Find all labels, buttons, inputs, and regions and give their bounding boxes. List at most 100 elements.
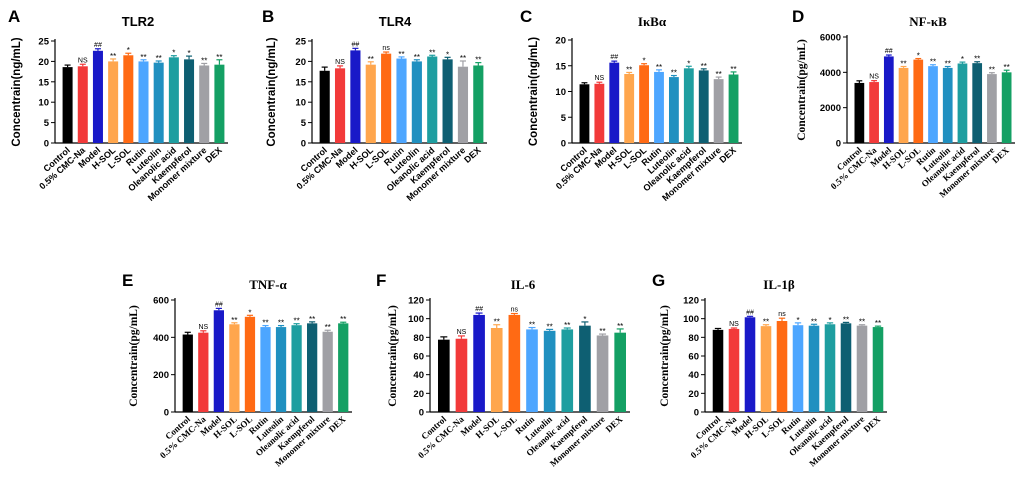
significance-label: ns — [382, 45, 390, 52]
y-tick-label: 15 — [555, 61, 566, 72]
bar — [1001, 72, 1012, 143]
y-tick-label: 100 — [408, 314, 424, 325]
chart-title: IL-1β — [763, 277, 795, 292]
bar — [365, 64, 376, 143]
bar — [808, 325, 820, 412]
significance-label: ns — [778, 311, 786, 318]
panel-letter: A — [8, 7, 20, 26]
significance-label: ** — [1004, 63, 1010, 72]
significance-label: ** — [671, 69, 677, 78]
significance-label: ** — [974, 55, 980, 64]
significance-label: ** — [930, 58, 936, 67]
significance-label: ** — [529, 321, 535, 330]
bar — [442, 59, 453, 143]
bar — [508, 314, 521, 412]
significance-label: ** — [398, 50, 404, 59]
bar — [322, 331, 333, 412]
x-tick-label: DEX — [717, 145, 737, 165]
significance-label: ** — [325, 323, 331, 332]
bar — [728, 328, 740, 412]
significance-label: ** — [201, 56, 207, 65]
y-tick-label: 200 — [153, 370, 169, 381]
panel-letter: D — [792, 7, 804, 26]
significance-label: ** — [989, 66, 995, 75]
bar — [942, 67, 953, 143]
bar — [744, 317, 756, 412]
significance-label: ** — [110, 52, 116, 61]
bar — [713, 79, 724, 143]
significance-label: ** — [429, 48, 435, 57]
significance-label: ** — [156, 54, 162, 63]
bar — [338, 323, 349, 412]
bar — [229, 324, 240, 412]
significance-label: ** — [262, 319, 268, 328]
significance-label: NS — [869, 74, 879, 81]
significance-label: NS — [457, 329, 467, 336]
significance-label: * — [828, 316, 831, 325]
significance-label: ** — [309, 315, 315, 324]
y-tick-label: 5 — [301, 118, 307, 129]
significance-label: ** — [599, 327, 605, 336]
bar — [92, 50, 103, 143]
bar — [526, 329, 538, 412]
bar — [473, 65, 484, 143]
bar — [291, 325, 302, 412]
y-tick-label: 10 — [295, 98, 306, 109]
significance-label: * — [187, 49, 190, 58]
y-axis-label: Concentrain(pg/mL) — [128, 305, 140, 407]
y-tick-label: 4000 — [820, 68, 841, 79]
significance-label: ** — [216, 53, 222, 62]
chart-title: IL-6 — [511, 277, 536, 292]
significance-label: ns — [511, 307, 519, 314]
bar — [244, 316, 256, 412]
bar — [561, 329, 574, 412]
significance-label: * — [172, 49, 175, 58]
bar — [182, 334, 193, 412]
significance-label: ** — [617, 322, 623, 331]
bar — [594, 83, 605, 143]
chart-title: TLR2 — [122, 14, 155, 29]
y-tick-label: 0 — [44, 139, 49, 150]
x-tick-label: DEX — [990, 145, 1011, 165]
y-tick-label: 5 — [44, 118, 50, 129]
bar — [213, 310, 224, 412]
bar — [869, 82, 879, 143]
y-axis-label: Concentrain(ng/mL) — [266, 37, 278, 146]
y-tick-label: 20 — [688, 389, 699, 400]
bar — [437, 339, 450, 412]
significance-label: ** — [140, 53, 146, 62]
bar — [928, 66, 938, 143]
significance-label: ** — [763, 318, 769, 327]
bar — [62, 67, 73, 143]
bar — [683, 68, 694, 143]
bar — [108, 61, 119, 143]
y-tick-label: 40 — [413, 370, 424, 381]
bar — [138, 61, 149, 143]
bar — [883, 56, 894, 143]
bar — [455, 338, 468, 412]
significance-label: ** — [716, 70, 722, 79]
chart-title: TLR4 — [379, 14, 412, 29]
bar — [319, 70, 330, 143]
y-tick-label: 120 — [408, 296, 424, 307]
significance-label: * — [917, 52, 920, 61]
significance-label: ** — [730, 65, 736, 74]
bar — [396, 58, 407, 143]
bar — [614, 332, 627, 412]
significance-label: NS — [198, 324, 208, 331]
y-tick-label: 80 — [413, 333, 424, 344]
bar — [913, 59, 924, 143]
bar — [609, 62, 620, 143]
y-tick-label: 80 — [688, 333, 699, 344]
bar — [728, 74, 739, 143]
significance-label: ## — [610, 54, 618, 61]
significance-label: * — [127, 46, 130, 55]
significance-label: ** — [656, 63, 662, 72]
chart-title: IκBα — [638, 14, 667, 29]
bar — [579, 84, 590, 143]
bar — [543, 330, 556, 412]
y-tick-label: 15 — [295, 77, 306, 88]
bar — [760, 326, 772, 412]
bar — [957, 63, 968, 143]
bar — [654, 71, 664, 143]
